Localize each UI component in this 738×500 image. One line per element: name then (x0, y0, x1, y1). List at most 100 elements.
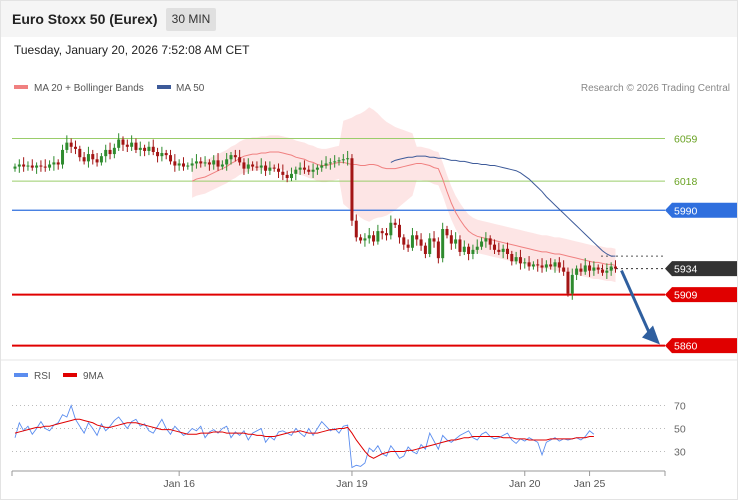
candle-body (78, 148, 82, 158)
candle-body (467, 246, 471, 254)
candle-body (246, 164, 250, 169)
candle-body (130, 142, 134, 147)
candle-body (134, 142, 138, 150)
candle-body (389, 222, 393, 236)
candle-body (43, 166, 47, 168)
candle-body (531, 264, 535, 267)
candle-body (207, 162, 211, 165)
candle-body (251, 164, 255, 167)
candle-body (454, 239, 458, 244)
candle-body (259, 165, 263, 168)
ma50-line (390, 155, 616, 257)
candle-body (579, 268, 583, 272)
candle-body (445, 229, 449, 236)
candle-body (285, 174, 289, 179)
price-legend: MA 20 + Bollinger Bands MA 50 (14, 83, 205, 94)
rsi-panel: 70 50 30 (12, 401, 686, 469)
candle-body (173, 161, 177, 166)
candle-body (35, 165, 39, 168)
rsi-tick-70: 70 (674, 401, 686, 413)
candle-body (108, 149, 112, 155)
instrument-title: Euro Stoxx 50 (Eurex) (12, 11, 158, 27)
candle-body (212, 160, 216, 165)
candle-body (536, 264, 540, 266)
candle-body (61, 149, 65, 165)
forecast-arrow-shaft (620, 269, 652, 336)
candle-body (69, 142, 73, 147)
level-tag-5909 (665, 287, 737, 303)
candle-body (397, 224, 401, 238)
rsi-ma-line (14, 418, 594, 459)
candle-body (562, 267, 566, 272)
legend-swatch-rsi (14, 373, 28, 377)
candle-body (104, 149, 108, 157)
legend-swatch-ma20 (14, 85, 28, 89)
x-tick-label: Jan 19 (336, 478, 368, 490)
candle-body (376, 231, 380, 242)
candle-body (272, 167, 276, 169)
candle-body (333, 161, 337, 163)
candle-body (255, 166, 259, 168)
candle-body (324, 163, 328, 166)
candle-body (138, 147, 142, 150)
candle-body (216, 160, 220, 167)
rsi-tick-50: 50 (674, 424, 686, 436)
candle-body (238, 157, 242, 163)
candle-body (346, 158, 350, 160)
candle-body (510, 254, 514, 262)
candle-body (436, 241, 440, 259)
level-label-5909: 5909 (674, 290, 698, 302)
candle-body (147, 146, 151, 151)
candle-body (462, 246, 466, 252)
candlesticks (13, 133, 617, 300)
interval-button[interactable]: 30 MIN (166, 8, 216, 31)
candle-body (432, 238, 436, 242)
candle-body (99, 156, 103, 163)
candle-body (497, 249, 501, 252)
candle-body (363, 238, 367, 241)
candle-body (372, 235, 376, 242)
candle-body (52, 162, 56, 165)
bollinger-band-area (192, 107, 616, 283)
rsi-tick-30: 30 (674, 446, 686, 458)
chart-header: Euro Stoxx 50 (Eurex) 30 MIN (1, 1, 737, 37)
candle-body (605, 270, 609, 273)
candle-body (415, 235, 419, 240)
candle-body (449, 235, 453, 244)
x-tick-label: Jan 20 (509, 478, 541, 490)
candle-body (380, 231, 384, 234)
candle-body (549, 264, 553, 267)
candle-body (95, 159, 99, 163)
candle-body (121, 139, 125, 145)
level-tag-5990 (665, 202, 737, 218)
candle-body (39, 165, 43, 167)
candle-body (592, 267, 596, 271)
candle-body (82, 157, 86, 162)
candle-body (86, 154, 90, 162)
rsi-line (14, 404, 595, 469)
candle-body (186, 165, 190, 167)
candle-body (91, 154, 95, 160)
candle-body (56, 162, 60, 165)
candle-body (177, 163, 181, 166)
level-tag-5934 (665, 261, 737, 277)
candle-body (566, 271, 570, 294)
moving-averages (191, 151, 616, 266)
candle-body (570, 274, 574, 294)
level-label-6059: 6059 (674, 133, 698, 145)
candle-body (294, 169, 298, 174)
candle-body (588, 265, 592, 271)
candle-body (583, 265, 587, 272)
candle-body (268, 167, 272, 171)
candle-body (410, 235, 414, 248)
candle-body (540, 265, 544, 268)
candle-body (315, 167, 319, 170)
legend-label-rsi: RSI (34, 371, 51, 382)
candle-body (527, 262, 531, 267)
candle-body (518, 257, 522, 264)
candle-body (337, 160, 341, 162)
candle-body (143, 147, 147, 151)
candle-body (341, 159, 345, 161)
candle-body (156, 152, 160, 157)
candle-body (22, 164, 26, 167)
